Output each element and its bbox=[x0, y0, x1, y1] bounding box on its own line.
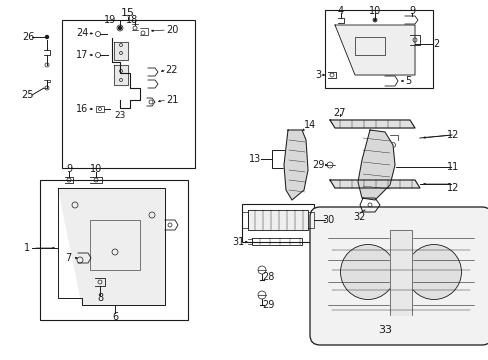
Polygon shape bbox=[329, 180, 419, 188]
Text: 9: 9 bbox=[66, 164, 72, 174]
Text: 7: 7 bbox=[65, 253, 71, 263]
Text: 5: 5 bbox=[404, 76, 410, 86]
Text: 26: 26 bbox=[22, 32, 34, 42]
Text: 15: 15 bbox=[121, 8, 135, 18]
Text: 10: 10 bbox=[90, 164, 102, 174]
Text: 24: 24 bbox=[76, 28, 88, 38]
Text: 13: 13 bbox=[248, 154, 261, 164]
Text: 4: 4 bbox=[337, 6, 344, 16]
Polygon shape bbox=[357, 130, 394, 200]
Polygon shape bbox=[58, 188, 164, 305]
Text: 12: 12 bbox=[446, 183, 458, 193]
Text: 12: 12 bbox=[446, 130, 458, 140]
Text: 1: 1 bbox=[24, 243, 30, 253]
Text: 19: 19 bbox=[103, 15, 116, 25]
Bar bbox=[354, 37, 384, 55]
Text: 23: 23 bbox=[114, 111, 125, 120]
Bar bbox=[90, 220, 140, 270]
Bar bbox=[271, 150, 299, 168]
Text: 29: 29 bbox=[261, 300, 274, 310]
Text: 11: 11 bbox=[446, 162, 458, 172]
Text: 32: 32 bbox=[353, 212, 366, 222]
Text: 25: 25 bbox=[21, 90, 34, 100]
Circle shape bbox=[45, 36, 48, 39]
Text: 22: 22 bbox=[165, 65, 178, 75]
Text: 17: 17 bbox=[76, 50, 88, 60]
Text: 33: 33 bbox=[377, 325, 391, 335]
Bar bbox=[62, 20, 195, 168]
Circle shape bbox=[118, 27, 121, 30]
Text: 29: 29 bbox=[311, 160, 324, 170]
Text: 16: 16 bbox=[76, 104, 88, 114]
Ellipse shape bbox=[340, 244, 395, 300]
Text: 10: 10 bbox=[368, 6, 380, 16]
Polygon shape bbox=[114, 65, 128, 85]
Text: 27: 27 bbox=[333, 108, 346, 118]
Text: 8: 8 bbox=[97, 293, 103, 303]
Text: 30: 30 bbox=[321, 215, 333, 225]
Polygon shape bbox=[334, 25, 414, 75]
Polygon shape bbox=[114, 42, 128, 60]
Polygon shape bbox=[247, 210, 307, 230]
Bar bbox=[325, 10, 432, 88]
Bar bbox=[40, 180, 187, 320]
Text: 9: 9 bbox=[408, 6, 414, 16]
Ellipse shape bbox=[406, 244, 461, 300]
Polygon shape bbox=[329, 120, 414, 128]
Text: 3: 3 bbox=[314, 70, 321, 80]
Bar bbox=[96, 106, 104, 112]
Bar bbox=[242, 204, 313, 242]
Text: 6: 6 bbox=[112, 312, 118, 322]
Polygon shape bbox=[284, 130, 307, 200]
Text: 31: 31 bbox=[231, 237, 244, 247]
FancyBboxPatch shape bbox=[309, 207, 488, 345]
Circle shape bbox=[373, 19, 375, 21]
Polygon shape bbox=[389, 230, 411, 315]
Text: 20: 20 bbox=[165, 25, 178, 35]
Text: 18: 18 bbox=[125, 15, 138, 25]
Text: 14: 14 bbox=[303, 120, 315, 130]
Text: 21: 21 bbox=[165, 95, 178, 105]
Text: 2: 2 bbox=[432, 39, 438, 49]
Text: 28: 28 bbox=[261, 272, 274, 282]
